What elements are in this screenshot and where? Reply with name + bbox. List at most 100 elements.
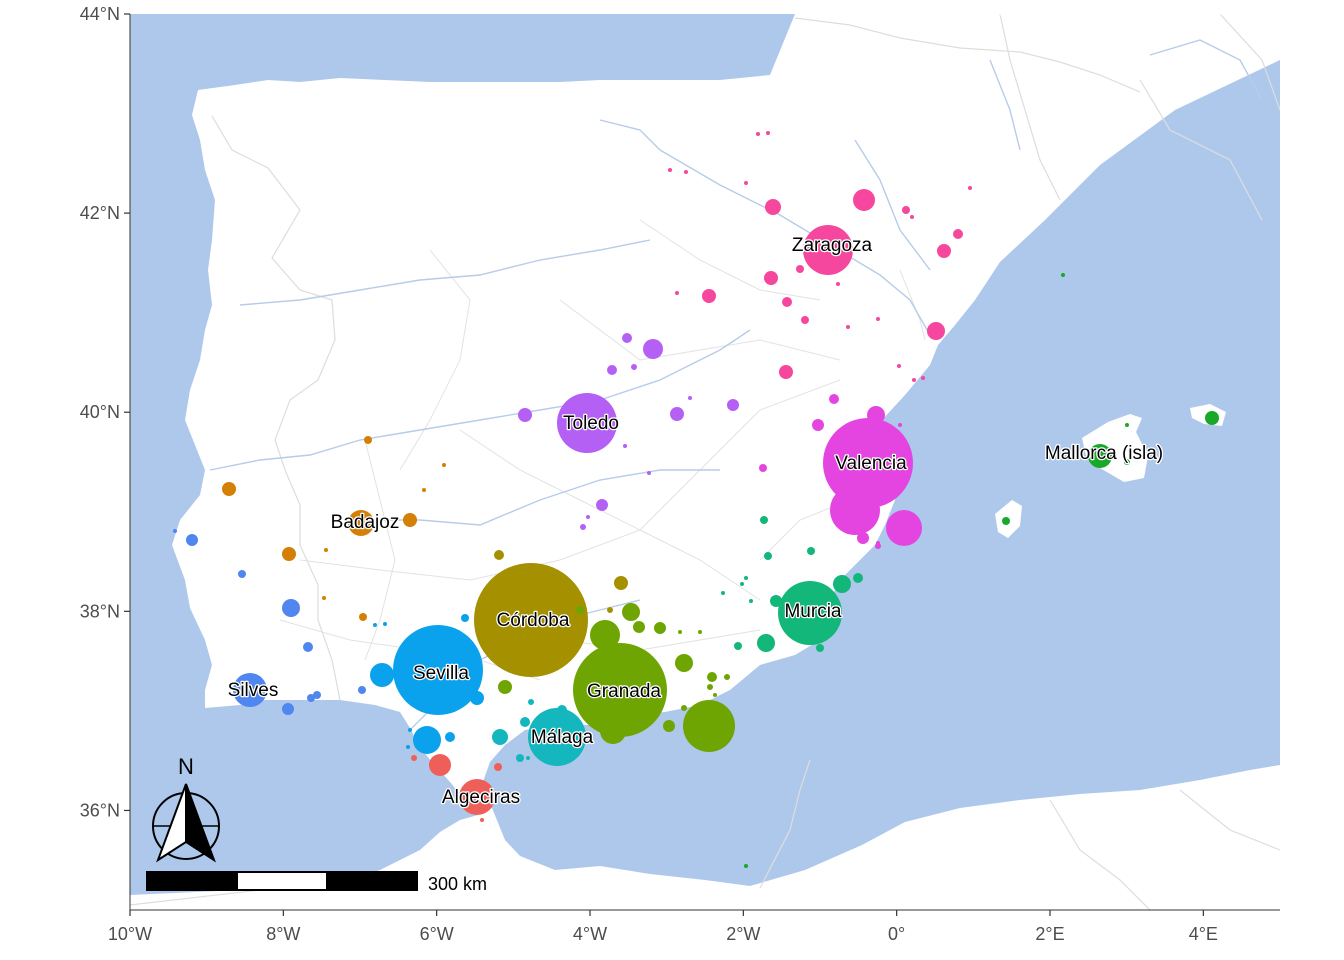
x-axis: 10°W 8°W 6°W 4°W 2°W 0° 2°E 4°E [108, 909, 1280, 944]
x-tick-label: 10°W [108, 924, 152, 944]
x-tick-label: 2°E [1035, 924, 1064, 944]
province-point [734, 642, 742, 650]
province-point [782, 297, 792, 307]
province-point [600, 718, 626, 744]
province-point [764, 552, 772, 560]
province-point [770, 595, 782, 607]
province-points-group [474, 550, 628, 677]
province-point [663, 720, 675, 732]
city-label: Zaragoza [792, 235, 873, 256]
province-point [282, 599, 300, 617]
province-point [778, 581, 842, 645]
province-point [516, 754, 524, 762]
province-point [681, 705, 687, 711]
x-tick-label: 0° [888, 924, 905, 944]
province-point [576, 606, 584, 614]
province-point [557, 393, 617, 453]
y-tick-label: 42°N [80, 203, 120, 223]
province-points-group [173, 529, 366, 715]
province-point [622, 333, 632, 343]
province-points-group [411, 754, 502, 822]
province-point [707, 684, 713, 690]
province-point [897, 364, 901, 368]
province-point [927, 322, 945, 340]
province-point [383, 622, 387, 626]
province-point [557, 705, 567, 715]
province-point [968, 186, 972, 190]
city-labels: Zaragoza Valencia Toledo Mallorca (isla) Bad… [226, 234, 1164, 810]
province-points-group [668, 131, 972, 382]
province-point [643, 339, 663, 359]
province-point [757, 634, 775, 652]
province-point [812, 419, 824, 431]
province-point [522, 564, 528, 570]
province-point [779, 365, 793, 379]
city-label: Málaga [531, 727, 594, 748]
province-point [573, 643, 667, 737]
province-point [846, 325, 850, 329]
province-point [494, 550, 504, 560]
province-point [886, 510, 922, 546]
province-point [403, 513, 417, 527]
province-point [749, 599, 753, 603]
north-arrow: N [152, 754, 220, 863]
province-point [796, 265, 804, 273]
province-point [807, 547, 815, 555]
province-point [580, 524, 586, 530]
province-point [876, 317, 880, 321]
province-point [470, 691, 484, 705]
province-point [422, 488, 426, 492]
province-point [760, 516, 768, 524]
x-tick-label: 6°W [420, 924, 454, 944]
north-arrow-label: N [178, 754, 194, 779]
province-point [1205, 411, 1219, 425]
province-point [683, 700, 735, 752]
province-point [408, 728, 412, 732]
province-point [348, 510, 374, 536]
province-point [744, 181, 748, 185]
province-point [474, 563, 588, 677]
province-point [364, 436, 372, 444]
province-point [654, 622, 666, 634]
land-iberia [172, 14, 1280, 812]
province-point [498, 680, 512, 694]
province-point [1061, 273, 1065, 277]
province-point [186, 534, 198, 546]
province-point [445, 732, 455, 742]
province-point [282, 703, 294, 715]
province-point [830, 485, 880, 535]
province-point [744, 576, 748, 580]
province-point [857, 532, 869, 544]
province-point [545, 595, 551, 601]
city-label: Mallorca (isla) [1045, 443, 1163, 464]
province-point [313, 691, 321, 699]
scale-bar: 300 km [146, 871, 487, 894]
province-point [233, 673, 267, 707]
province-point [707, 672, 717, 682]
x-tick-label: 2°W [726, 924, 760, 944]
province-point [756, 132, 760, 136]
city-label: Silves [228, 680, 279, 701]
province-point [910, 215, 914, 219]
province-point [520, 717, 530, 727]
province-points-group [518, 333, 739, 530]
province-point [678, 630, 682, 634]
province-point [853, 573, 863, 583]
city-label: Córdoba [497, 610, 570, 631]
province-point [429, 754, 451, 776]
province-point [586, 515, 590, 519]
city-label: Valencia [835, 453, 907, 474]
province-points-group [721, 516, 863, 652]
province-point [413, 726, 441, 754]
province-point [759, 464, 767, 472]
y-tick-label: 40°N [80, 402, 120, 422]
province-point [816, 644, 824, 652]
province-point [411, 755, 417, 761]
province-point [721, 591, 725, 595]
city-label: Algeciras [442, 787, 520, 808]
province-point [282, 547, 296, 561]
province-point [836, 282, 840, 286]
city-label: Granada [587, 681, 661, 702]
province-points-group [222, 436, 446, 621]
